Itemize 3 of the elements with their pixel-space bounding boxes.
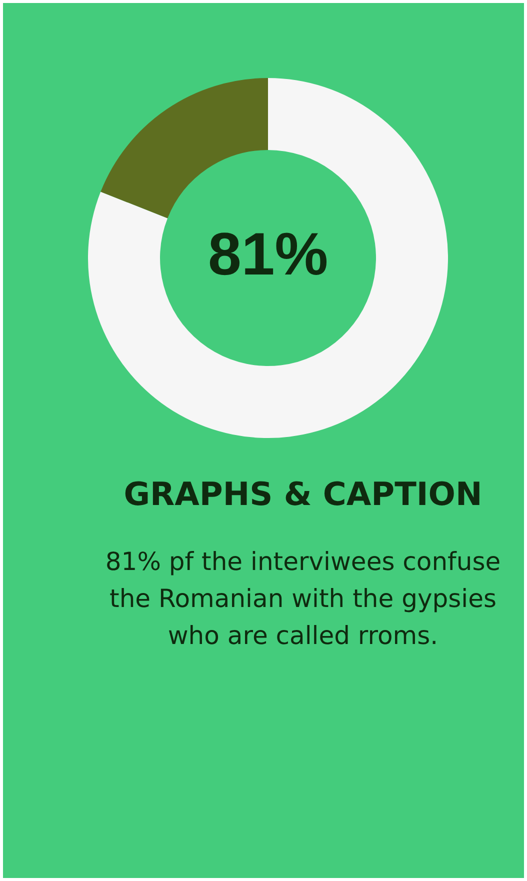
text: 81% pf the interviwees confuse the Romanian with the gypsies who are called rroms. bbox=[104, 546, 502, 652]
data-label: 81% bbox=[208, 220, 328, 288]
text: GRAPHS & CAPTION bbox=[122, 475, 484, 513]
